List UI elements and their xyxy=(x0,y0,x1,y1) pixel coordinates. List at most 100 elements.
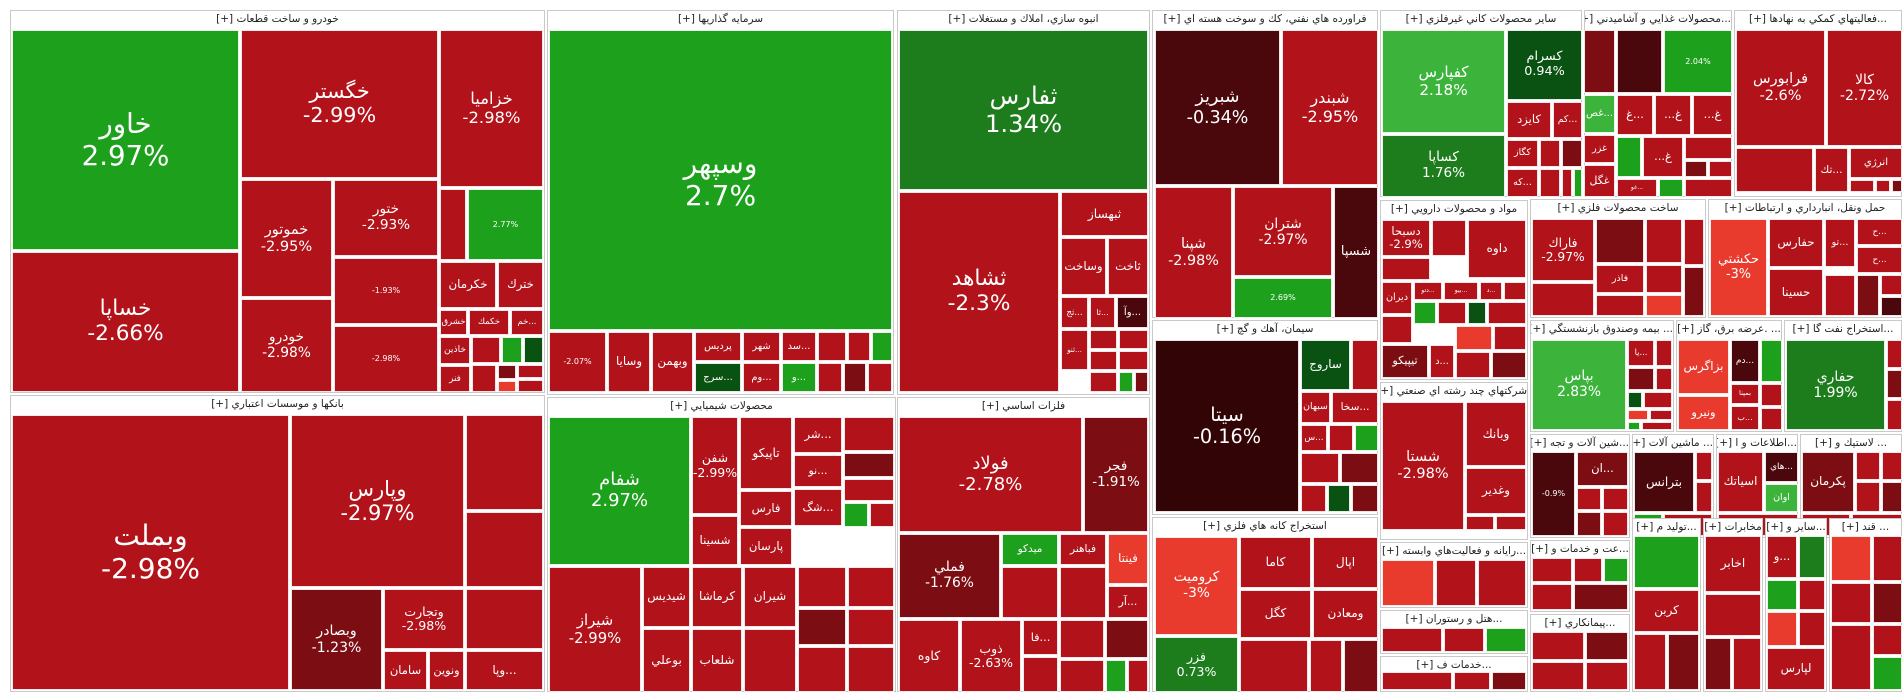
stock-cell[interactable] xyxy=(1736,148,1813,192)
stock-cell-...و[interactable]: ...و xyxy=(1767,536,1797,578)
stock-cell-فاذر[interactable]: فاذر xyxy=(1596,265,1644,293)
stock-cell[interactable] xyxy=(1532,662,1584,690)
stock-cell[interactable] xyxy=(1488,302,1526,324)
stock-cell[interactable] xyxy=(1856,452,1880,480)
stock-cell[interactable] xyxy=(1685,137,1732,159)
stock-cell-شيران[interactable]: شيران xyxy=(744,567,796,627)
stock-cell-...نو[interactable]: ...نو xyxy=(794,455,842,487)
stock-cell-...د[interactable]: ...د xyxy=(1480,282,1502,300)
stock-cell-...آر[interactable]: ...آر xyxy=(1108,586,1148,618)
stock-cell[interactable] xyxy=(872,332,892,361)
stock-cell-ومعادن[interactable]: ومعادن xyxy=(1313,590,1378,638)
stock-cell-...ثج[interactable]: ...ثج xyxy=(1061,297,1088,328)
stock-cell[interactable] xyxy=(1023,657,1058,692)
stock-cell[interactable] xyxy=(1574,558,1602,582)
stock-cell-...تو[interactable]: ...تو xyxy=(1825,219,1855,267)
stock-cell[interactable] xyxy=(1382,672,1452,690)
stock-cell[interactable] xyxy=(1646,265,1682,293)
stock-cell[interactable] xyxy=(1696,452,1712,480)
stock-cell-بمپنا[interactable]: بمپنا xyxy=(1731,384,1759,404)
stock-cell[interactable] xyxy=(1532,558,1572,582)
stock-cell-بوعلي[interactable]: بوعلي xyxy=(643,629,690,692)
stock-cell[interactable] xyxy=(1684,219,1704,265)
stock-cell[interactable] xyxy=(1060,567,1106,618)
stock-cell-ونوين[interactable]: ونوين xyxy=(429,651,464,690)
stock-cell[interactable] xyxy=(1603,512,1628,536)
stock-cell-...وپا[interactable]: ...وپا xyxy=(466,651,543,690)
stock-cell-تاپيكو[interactable]: تاپيكو xyxy=(740,417,792,489)
stock-cell-كرماشا[interactable]: كرماشا xyxy=(692,567,742,627)
stock-cell[interactable] xyxy=(1301,453,1339,483)
stock-cell[interactable] xyxy=(1617,137,1641,177)
stock-cell[interactable] xyxy=(844,363,866,392)
stock-cell-انرژي[interactable]: انرژي xyxy=(1850,148,1902,178)
sector-title-7[interactable]: سيمان، آهك و گچ [+] xyxy=(1216,323,1314,335)
stock-cell-كسرام[interactable]: كسرام 0.94% xyxy=(1507,30,1582,100)
sector-title-13[interactable]: ...هتل و رستوران [+] xyxy=(1405,613,1503,625)
stock-cell-داوه[interactable]: داوه xyxy=(1468,220,1526,278)
stock-cell[interactable] xyxy=(848,567,894,607)
stock-cell[interactable] xyxy=(1496,516,1526,530)
stock-cell[interactable] xyxy=(1873,536,1902,581)
stock-cell-...و[interactable]: ...و xyxy=(782,363,816,392)
stock-cell-وبملت[interactable]: وبملت -2.98% xyxy=(12,415,289,690)
stock-cell-شفن[interactable]: شفن -2.99% xyxy=(692,417,738,514)
stock-cell[interactable] xyxy=(1574,169,1582,197)
stock-cell-فولاد[interactable]: فولاد -2.78% xyxy=(899,417,1082,532)
stock-cell-كربن[interactable]: كربن xyxy=(1634,590,1699,632)
stock-cell[interactable] xyxy=(1310,640,1342,692)
sector-title-31[interactable]: ... قند [+] xyxy=(1841,521,1890,533)
stock-cell[interactable] xyxy=(502,337,522,363)
stock-cell-ديران[interactable]: ديران xyxy=(1382,282,1412,314)
stock-cell-غگل[interactable]: غگل xyxy=(1584,165,1615,197)
stock-cell[interactable] xyxy=(1856,482,1880,512)
stock-cell[interactable] xyxy=(1436,560,1476,606)
sector-title-19[interactable]: ... بيمه وصندوق بازنشستگي [+] xyxy=(1531,323,1673,335)
stock-cell[interactable] xyxy=(1492,352,1526,378)
stock-cell-پرديس[interactable]: پرديس xyxy=(695,332,741,361)
stock-cell-ثفارس[interactable]: ثفارس 1.34% xyxy=(899,30,1148,190)
stock-cell-...بيو[interactable]: ...بيو xyxy=(1444,282,1478,300)
stock-cell[interactable] xyxy=(524,337,543,363)
stock-cell[interactable] xyxy=(1656,368,1672,390)
stock-cell-...سخا[interactable]: ...سخا xyxy=(1332,392,1378,423)
stock-cell[interactable] xyxy=(1882,482,1902,512)
sector-title-11[interactable]: شركتهاي چند رشته اي صنعتي [+] xyxy=(1381,385,1527,397)
stock-cell[interactable] xyxy=(1799,580,1825,610)
stock-cell-خكمك[interactable]: خكمك xyxy=(469,310,509,335)
stock-cell-فزر[interactable]: فزر 0.73% xyxy=(1155,637,1238,692)
stock-cell-لپارس[interactable]: لپارس xyxy=(1767,648,1825,690)
stock-cell[interactable] xyxy=(848,332,870,361)
stock-cell[interactable] xyxy=(1656,340,1672,366)
stock-cell-...كم[interactable]: ...كم xyxy=(1553,102,1582,138)
stock-cell-ثبهساز[interactable]: ثبهساز xyxy=(1061,192,1148,236)
stock-cell[interactable] xyxy=(1650,410,1672,420)
stock-cell-...هاي[interactable]: ...هاي xyxy=(1765,452,1798,482)
stock-cell-حسينا[interactable]: حسينا xyxy=(1769,269,1823,316)
sector-title-12[interactable]: ...رايانه و فعاليت‌هاي وابسته [+] xyxy=(1381,545,1527,557)
stock-cell[interactable] xyxy=(1382,316,1412,343)
stock-cell[interactable] xyxy=(1355,425,1378,451)
stock-cell[interactable] xyxy=(844,417,894,451)
stock-cell[interactable] xyxy=(440,189,466,260)
stock-cell[interactable] xyxy=(1119,351,1148,370)
stock-cell[interactable] xyxy=(744,629,796,692)
stock-cell-كايزد[interactable]: كايزد xyxy=(1507,102,1551,138)
sector-title-25[interactable]: ... لاستيك و [+] xyxy=(1814,437,1888,449)
stock-cell[interactable] xyxy=(1831,583,1871,623)
sector-title-24[interactable]: ...اطلاعات و ا [+] xyxy=(1717,437,1797,449)
stock-cell[interactable] xyxy=(798,609,846,645)
stock-cell[interactable] xyxy=(1504,282,1526,300)
stock-cell[interactable] xyxy=(1603,488,1628,510)
stock-cell-...تك[interactable]: ...تك xyxy=(1815,148,1848,192)
stock-cell-سامان[interactable]: سامان xyxy=(384,651,427,690)
sector-title-18[interactable]: حمل ونقل، انبارداري و ارتباطات [+] xyxy=(1724,202,1886,214)
stock-cell-شهر[interactable]: شهر xyxy=(743,332,780,361)
stock-cell-وبهمن[interactable]: وبهمن xyxy=(652,332,693,392)
stock-cell[interactable] xyxy=(1644,392,1672,408)
sector-title-23[interactable]: ... ماشين آلات [+] xyxy=(1633,437,1713,449)
stock-cell[interactable] xyxy=(798,647,846,692)
sector-title-5[interactable]: فلزات اساسي [+] xyxy=(981,400,1066,412)
stock-cell-فرابورس[interactable]: فرابورس -2.6% xyxy=(1736,30,1825,146)
stock-cell[interactable] xyxy=(1456,352,1490,378)
